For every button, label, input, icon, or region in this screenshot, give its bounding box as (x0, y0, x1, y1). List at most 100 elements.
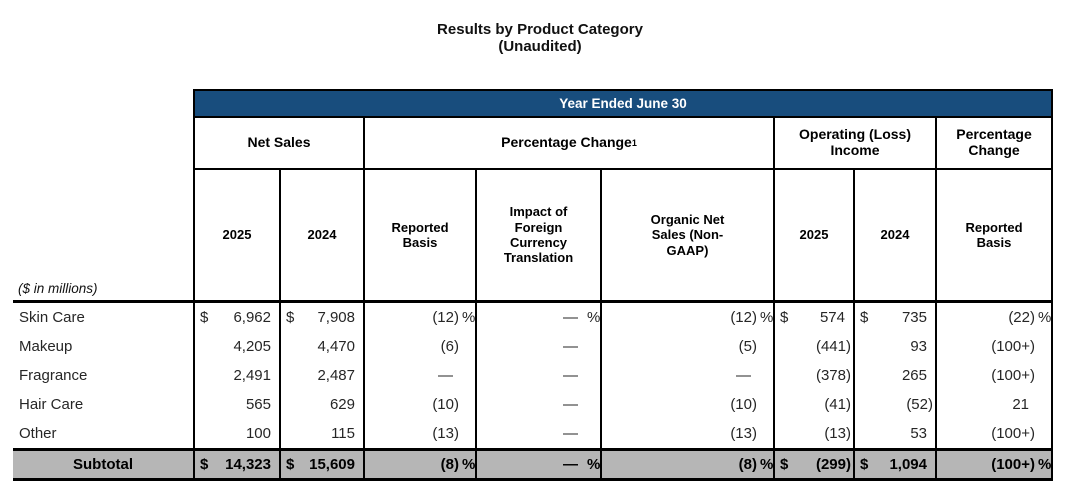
col-header-operating-2024: 2024 (855, 170, 937, 303)
fx-cell: —% (477, 448, 602, 481)
fx-cell: — (477, 332, 602, 361)
rb-cell: — (365, 361, 477, 390)
pc-cell: 21 (937, 390, 1053, 419)
results-table: Year Ended June 30 Net Sales Percentage … (13, 89, 1053, 481)
dollar-sign: $ (780, 456, 789, 473)
op25-cell: (41) (775, 390, 855, 419)
org-value: (10) (730, 396, 757, 413)
group-header-percentage-change: Percentage Change 1 (365, 118, 775, 170)
group-header-operating-loss-income-text: Operating (Loss) Income (799, 126, 912, 158)
op24-value: 735 (901, 309, 927, 326)
ns24-cell: 2,487 (281, 361, 365, 390)
pc-cell: (100+) (937, 419, 1053, 448)
rb-value: (10) (432, 396, 459, 413)
group-header-percentage-change-right: Percentage Change (937, 118, 1053, 170)
fx-value: — (563, 456, 578, 473)
rb-value: (8) (440, 456, 459, 473)
ns24-value: 2,487 (317, 367, 355, 384)
org-value: (8) (738, 456, 757, 473)
dollar-sign: $ (860, 309, 869, 326)
percent-suffix: % (462, 309, 476, 326)
col-header-operating-2025: 2025 (775, 170, 855, 303)
pc-value: (100+) (991, 456, 1035, 473)
row-label-fragrance: Fragrance (19, 367, 88, 384)
org-value: (5) (738, 338, 757, 355)
rb-cell: (13) (365, 419, 477, 448)
op25-value: 574 (819, 309, 845, 326)
op25-value: (299) (815, 456, 851, 473)
ns24-cell: $7,908 (281, 303, 365, 332)
org-value: (13) (730, 425, 757, 442)
org-cell: (8)% (602, 448, 775, 481)
op24-cell: 265 (855, 361, 937, 390)
col-header-reported-basis: Reported Basis (365, 170, 477, 303)
pc-value: 21 (1012, 396, 1029, 413)
row-label-makeup: Makeup (19, 338, 73, 355)
col-header-organic-net-sales: Organic Net Sales (Non-GAAP) (602, 170, 775, 303)
col-header-fx-impact: Impact of Foreign Currency Translation (477, 170, 602, 303)
ns25-value: 565 (245, 396, 271, 413)
op24-value: 1,094 (889, 456, 927, 473)
op25-value: (378) (815, 367, 851, 384)
pc-value: (22) (1008, 309, 1035, 326)
op25-value: (41) (824, 396, 851, 413)
op24-cell: $735 (855, 303, 937, 332)
ns25-cell: 4,205 (193, 332, 281, 361)
fx-cell: — (477, 390, 602, 419)
rb-cell: (12)% (365, 303, 477, 332)
ns25-value: 100 (245, 425, 271, 442)
group-header-net-sales: Net Sales (193, 118, 365, 170)
fx-value: — (563, 338, 578, 355)
col-header-fx-impact-text: Impact of Foreign Currency Translation (503, 204, 574, 266)
org-value: (12) (730, 309, 757, 326)
row-label-other: Other (19, 425, 57, 442)
rb-cell: (10) (365, 390, 477, 419)
percent-suffix: % (587, 309, 601, 326)
ns25-value: 2,491 (233, 367, 271, 384)
op24-cell: 93 (855, 332, 937, 361)
rb-cell: (6) (365, 332, 477, 361)
dollar-sign: $ (286, 309, 295, 326)
dollar-sign: $ (200, 309, 209, 326)
year-ended-band: Year Ended June 30 (193, 89, 1053, 118)
rb-value: (13) (432, 425, 459, 442)
op25-cell: (441) (775, 332, 855, 361)
ns24-cell: 115 (281, 419, 365, 448)
pc-value: (100+) (991, 338, 1035, 355)
rb-value: — (438, 367, 453, 384)
title-line-2: (Unaudited) (498, 37, 582, 55)
group-header-percentage-change-right-text: Percentage Change (956, 126, 1032, 158)
dollar-sign: $ (860, 456, 869, 473)
rb-value: (12) (432, 309, 459, 326)
dollar-sign: $ (780, 309, 789, 326)
ns24-cell: 4,470 (281, 332, 365, 361)
fx-cell: — (477, 419, 602, 448)
op25-cell: $ (299) (775, 448, 855, 481)
ns25-cell: 2,491 (193, 361, 281, 390)
group-header-operating-loss-income: Operating (Loss) Income (775, 118, 937, 170)
units-note: ($ in millions) (13, 170, 193, 303)
ns25-cell: $14,323 (193, 448, 281, 481)
ns25-value: 6,962 (233, 309, 271, 326)
op25-cell: $574 (775, 303, 855, 332)
op24-cell: (52) (855, 390, 937, 419)
org-value: — (736, 367, 751, 384)
page-title: Results by Product Category (Unaudited) (0, 21, 1080, 55)
ns24-value: 115 (331, 425, 355, 442)
row-label-skin-care: Skin Care (19, 309, 85, 326)
fx-cell: — (477, 361, 602, 390)
org-cell: (10) (602, 390, 775, 419)
op24-value: 93 (910, 338, 927, 355)
col-header-net-sales-2025: 2025 (193, 170, 281, 303)
col-header-reported-basis-text: Reported Basis (391, 219, 449, 250)
fx-cell: —% (477, 303, 602, 332)
op25-value: (13) (824, 425, 851, 442)
fx-value: — (563, 396, 578, 413)
group-header-percentage-change-text: Percentage Change (501, 134, 632, 151)
pc-cell: (100+) (937, 361, 1053, 390)
col-header-reported-basis-right: Reported Basis (937, 170, 1053, 303)
rb-cell: (8)% (365, 448, 477, 481)
pc-cell: (100+) (937, 332, 1053, 361)
org-cell: — (602, 361, 775, 390)
rb-value: (6) (440, 338, 459, 355)
